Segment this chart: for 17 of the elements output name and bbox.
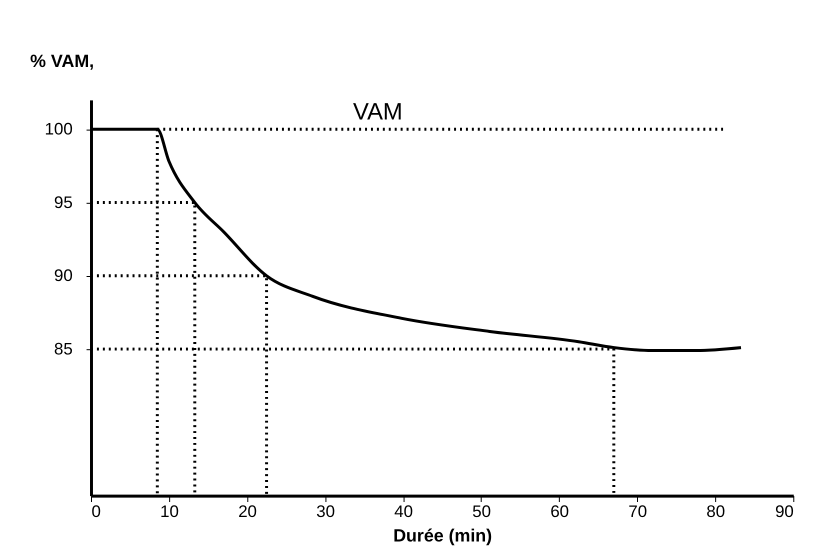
- x-tick-label: 80: [706, 502, 726, 521]
- x-tick-label: 30: [316, 502, 335, 521]
- y-tick-label: 100: [44, 120, 73, 139]
- y-tick-label: 85: [54, 339, 73, 358]
- x-axis-title: Durée (min): [393, 526, 492, 546]
- x-tick-label: 10: [160, 502, 179, 521]
- x-tick-label: 0: [91, 502, 101, 521]
- x-tick-label: 70: [628, 502, 648, 521]
- y-axis-title: % VAM,: [30, 50, 94, 71]
- x-tick-label: 20: [238, 502, 257, 521]
- y-tick-label: 90: [54, 266, 73, 286]
- x-tick-label: 40: [394, 502, 413, 521]
- y-tick-label: 95: [54, 192, 73, 212]
- x-tick-label: 60: [550, 502, 570, 521]
- annotation: VAM: [353, 100, 403, 126]
- x-tick-label: 90: [775, 502, 794, 521]
- x-tick-label: 50: [472, 502, 491, 521]
